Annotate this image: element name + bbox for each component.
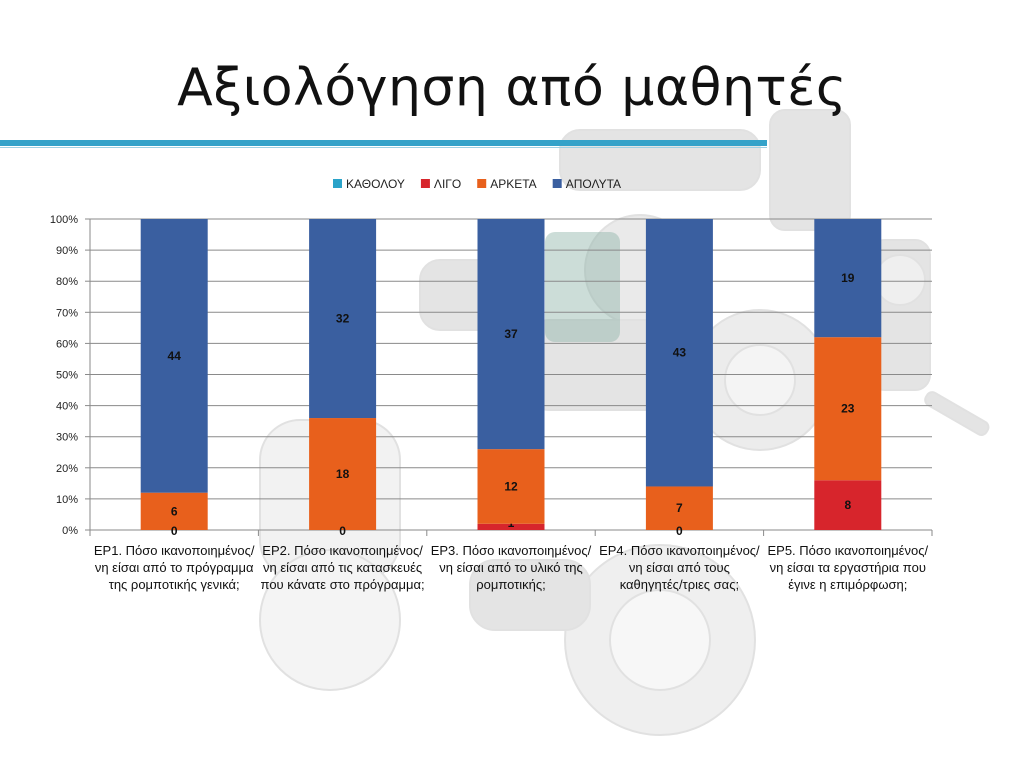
bar-segment bbox=[477, 219, 545, 450]
legend-label: ΛΙΓΟ bbox=[434, 177, 461, 191]
data-label: 0 bbox=[676, 524, 683, 538]
bar-segment bbox=[477, 523, 545, 530]
data-label: 44 bbox=[168, 349, 182, 363]
data-label: 43 bbox=[673, 346, 687, 360]
bar-segment bbox=[814, 480, 882, 530]
bar-segment bbox=[309, 219, 377, 419]
bar-segment bbox=[309, 418, 377, 530]
bar-segment bbox=[140, 492, 208, 530]
bar-segment bbox=[477, 449, 545, 524]
y-tick-label: 0% bbox=[62, 525, 78, 537]
y-tick-label: 40% bbox=[56, 401, 78, 413]
y-tick-label: 60% bbox=[56, 338, 78, 350]
bar-segment bbox=[814, 337, 882, 481]
data-label: 23 bbox=[841, 402, 855, 416]
x-category-label: ΕΡ5. Πόσο ικανοποιημένος/νη είσαι τα εργ… bbox=[767, 543, 929, 592]
bar-segment bbox=[645, 486, 713, 530]
legend-label: ΑΡΚΕΤΑ bbox=[490, 177, 536, 191]
data-label: 19 bbox=[841, 271, 855, 285]
data-label: 37 bbox=[504, 327, 518, 341]
bar-segment bbox=[645, 219, 713, 487]
legend-swatch bbox=[333, 179, 342, 188]
y-tick-label: 10% bbox=[56, 494, 78, 506]
data-label: 8 bbox=[844, 498, 851, 512]
legend-label: ΚΑΘΟΛΟΥ bbox=[346, 177, 405, 191]
x-category-label: ΕΡ3. Πόσο ικανοποιημένος/νη είσαι από το… bbox=[430, 543, 592, 592]
y-tick-label: 100% bbox=[50, 214, 78, 226]
y-tick-label: 20% bbox=[56, 463, 78, 475]
data-label: 6 bbox=[171, 504, 178, 518]
bar-segment bbox=[140, 219, 208, 493]
y-tick-label: 30% bbox=[56, 432, 78, 444]
y-tick-label: 50% bbox=[56, 370, 78, 382]
x-category-label: ΕΡ2. Πόσο ικανοποιημένος/νη είσαι από τι… bbox=[260, 543, 425, 592]
data-label: 0 bbox=[339, 524, 346, 538]
title-underline bbox=[0, 140, 767, 146]
y-tick-label: 90% bbox=[56, 245, 78, 257]
data-label: 32 bbox=[336, 312, 350, 326]
legend-swatch bbox=[477, 179, 487, 188]
x-category-label: ΕΡ1. Πόσο ικανοποιημένος/νη είσαι από το… bbox=[93, 543, 255, 592]
bar-segment bbox=[814, 219, 882, 338]
slide-title: Αξιολόγηση από μαθητές bbox=[177, 58, 847, 118]
legend-label: ΑΠΟΛΥΤΑ bbox=[566, 177, 621, 191]
x-category-label: ΕΡ4. Πόσο ικανοποιημένος/νη είσαι από το… bbox=[599, 543, 760, 592]
legend-swatch bbox=[552, 179, 562, 188]
data-label: 12 bbox=[504, 479, 518, 493]
legend-swatch bbox=[420, 179, 430, 188]
y-tick-label: 70% bbox=[56, 307, 78, 319]
data-label: 18 bbox=[336, 467, 350, 481]
data-label: 0 bbox=[171, 524, 178, 538]
data-label: 7 bbox=[676, 501, 683, 515]
y-tick-label: 80% bbox=[56, 276, 78, 288]
title-underline-thin bbox=[0, 147, 767, 148]
